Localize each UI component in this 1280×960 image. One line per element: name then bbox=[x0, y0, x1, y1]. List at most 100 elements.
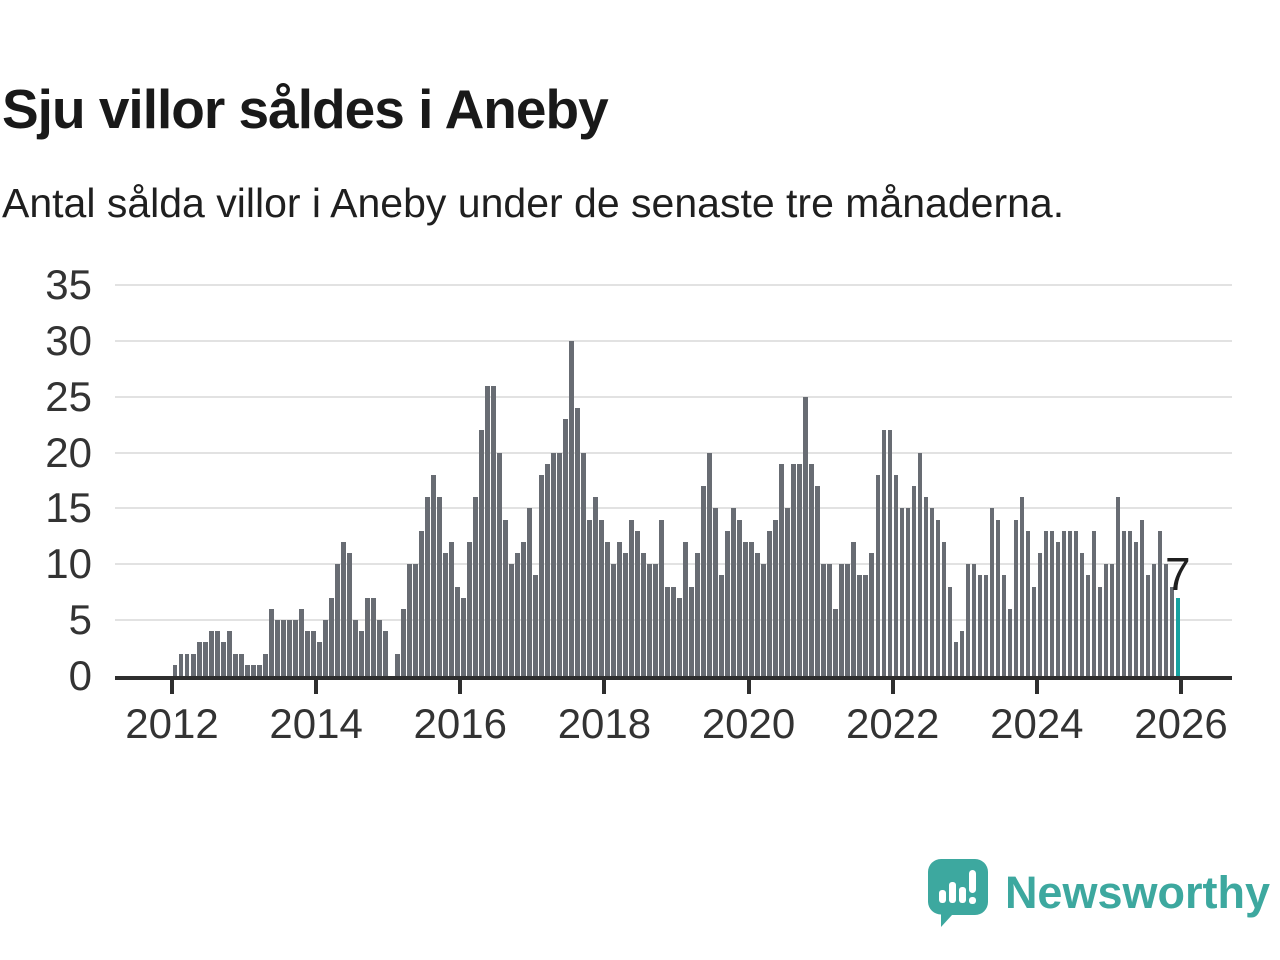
bar bbox=[677, 597, 682, 676]
bar bbox=[917, 452, 923, 676]
bar-highlighted bbox=[1175, 597, 1181, 676]
bar bbox=[827, 564, 833, 676]
bar bbox=[322, 620, 328, 676]
bar bbox=[785, 508, 791, 676]
bar bbox=[328, 597, 334, 676]
bar bbox=[539, 474, 544, 676]
y-axis-label-20: 20 bbox=[45, 428, 92, 476]
bar bbox=[1133, 541, 1139, 676]
bar bbox=[190, 653, 196, 676]
bar bbox=[413, 564, 418, 676]
bar bbox=[905, 508, 911, 676]
bar bbox=[262, 653, 268, 676]
bar bbox=[1169, 586, 1175, 676]
x-axis-label-2022: 2022 bbox=[845, 700, 940, 747]
x-axis-label-2020: 2020 bbox=[701, 700, 796, 747]
x-tick-2020 bbox=[746, 680, 751, 694]
bar bbox=[425, 497, 430, 676]
y-axis-label-30: 30 bbox=[45, 316, 92, 364]
bar bbox=[845, 564, 851, 676]
bar bbox=[779, 463, 785, 676]
bar bbox=[707, 452, 713, 676]
bar bbox=[527, 508, 532, 676]
bar bbox=[1061, 530, 1067, 676]
page-title: Sju villor såldes i Aneby bbox=[2, 77, 609, 140]
bar bbox=[659, 519, 664, 676]
bar bbox=[737, 519, 743, 676]
y-axis-label-10: 10 bbox=[45, 540, 92, 588]
bar bbox=[983, 575, 989, 676]
bar bbox=[449, 541, 454, 676]
bar bbox=[1091, 530, 1097, 676]
bar bbox=[593, 497, 598, 676]
bar bbox=[352, 620, 358, 676]
bar bbox=[869, 553, 875, 676]
bar bbox=[857, 575, 863, 676]
x-tick-2012 bbox=[170, 680, 174, 694]
bar bbox=[881, 430, 887, 676]
bar bbox=[995, 519, 1001, 676]
bar bbox=[557, 452, 562, 676]
newsworthy-logo: Newsworthy bbox=[927, 858, 1270, 928]
bar bbox=[1151, 564, 1157, 676]
bar bbox=[491, 385, 496, 676]
bar bbox=[545, 463, 550, 676]
bar bbox=[617, 541, 622, 676]
x-tick-2016 bbox=[458, 680, 463, 694]
bar bbox=[563, 419, 568, 676]
bar bbox=[773, 519, 779, 676]
bar bbox=[839, 564, 845, 676]
bar bbox=[623, 553, 628, 676]
bar bbox=[965, 564, 971, 676]
bar bbox=[455, 586, 460, 676]
y-axis-label-15: 15 bbox=[45, 484, 92, 532]
y-axis-label-25: 25 bbox=[45, 372, 92, 420]
x-tick-2018 bbox=[602, 680, 607, 694]
bar bbox=[665, 586, 670, 676]
bar bbox=[899, 508, 905, 676]
bar bbox=[713, 508, 719, 676]
y-axis-label-35: 35 bbox=[45, 261, 92, 309]
bar bbox=[629, 519, 634, 676]
bar bbox=[268, 608, 274, 676]
brand-name: Newsworthy bbox=[1004, 867, 1270, 918]
bar bbox=[220, 642, 226, 676]
bar bbox=[599, 519, 604, 676]
bar bbox=[1085, 575, 1091, 676]
bar bbox=[1067, 530, 1073, 676]
bar bbox=[304, 631, 310, 676]
bar bbox=[238, 653, 244, 676]
bar bbox=[286, 620, 292, 676]
bar bbox=[875, 474, 881, 676]
bar bbox=[395, 653, 400, 676]
bar bbox=[437, 497, 442, 676]
bar bbox=[575, 407, 580, 676]
bar bbox=[803, 396, 809, 676]
bar bbox=[605, 541, 610, 676]
x-axis-label-2026: 2026 bbox=[1134, 700, 1228, 747]
bar bbox=[719, 575, 725, 676]
bar bbox=[232, 653, 238, 676]
bar bbox=[419, 530, 424, 676]
chart-subtitle: Antal sålda villor i Aneby under de sena… bbox=[2, 180, 1065, 226]
bar bbox=[1121, 530, 1127, 676]
bar bbox=[1127, 530, 1133, 676]
bar bbox=[851, 541, 857, 676]
bar bbox=[244, 664, 250, 676]
bar bbox=[401, 608, 406, 676]
bar bbox=[1037, 553, 1043, 676]
bar bbox=[971, 564, 977, 676]
bar bbox=[443, 553, 448, 676]
bar bbox=[551, 452, 556, 676]
bar bbox=[647, 564, 652, 676]
bar bbox=[178, 653, 184, 676]
bar bbox=[641, 553, 646, 676]
bar bbox=[364, 597, 370, 676]
bar bbox=[509, 564, 514, 676]
bar bbox=[689, 586, 694, 676]
bar bbox=[977, 575, 983, 676]
x-axis-label-2012: 2012 bbox=[125, 700, 219, 747]
bar bbox=[695, 553, 700, 676]
bar bbox=[1007, 608, 1013, 676]
